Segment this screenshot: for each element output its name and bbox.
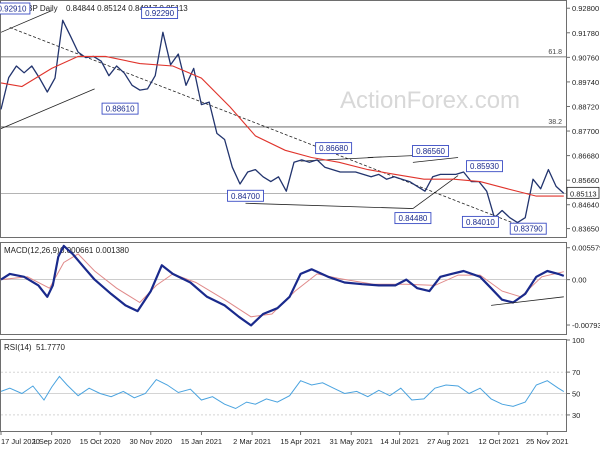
axis-layer: 0.92800 0.91780 0.90760 0.89740 0.88720 0.877… — [0, 4, 600, 446]
rsi-y-tick-label: 50 — [572, 390, 580, 399]
price-close-line — [0, 19, 565, 224]
price-trendline — [412, 157, 459, 163]
price-label-text: 0.92910 — [0, 5, 27, 14]
watermark: ActionForex.com — [340, 87, 520, 114]
sma-line — [0, 55, 564, 197]
price-label-text: 0.92290 — [145, 9, 174, 18]
price-label-box — [227, 189, 264, 202]
price-label-box — [394, 212, 432, 225]
price-trendline — [0, 10, 52, 33]
price-label-box — [509, 222, 547, 235]
price-label-text: 0.88610 — [106, 105, 135, 114]
rsi-pane-frame — [0, 339, 567, 432]
x-tick-label: 15 Apr 2021 — [280, 437, 320, 446]
price-y-tick-label: 0.90760 — [572, 53, 599, 62]
last-price-tag — [566, 186, 600, 199]
price-pane-frame — [0, 0, 567, 238]
macd-trendline — [491, 296, 564, 306]
price-y-tick-label: 0.89740 — [572, 78, 599, 87]
price-y-tick-label: 0.88720 — [572, 102, 599, 111]
x-tick-label: 15 Oct 2020 — [80, 437, 121, 446]
price-y-tick-label: 0.92800 — [572, 4, 599, 13]
rsi-pane-title: RSI(14) — [4, 343, 32, 352]
rsi-header-values: 51.7770 — [36, 343, 65, 352]
rsi-line — [0, 375, 565, 410]
price-label-box — [412, 145, 449, 157]
macd-main-line — [0, 244, 565, 327]
price-y-tick-label: 0.91780 — [572, 29, 599, 38]
macd-pane-frame — [0, 242, 567, 335]
x-tick-label: 27 Aug 2021 — [427, 437, 469, 446]
price-label-box — [141, 7, 179, 19]
price-label-text: 0.84480 — [398, 214, 427, 223]
price-y-tick-label: 0.87700 — [572, 127, 599, 136]
price-label-text: 0.84010 — [466, 218, 495, 227]
rsi-y-tick-label: 100 — [572, 336, 585, 345]
x-tick-label: 31 May 2021 — [330, 437, 373, 446]
rsi-y-tick-label: 30 — [572, 411, 580, 420]
fib-level-label: 38.2 — [548, 119, 562, 126]
price-trendline — [367, 155, 413, 158]
x-tick-label: 17 Jul 2020 — [1, 437, 40, 446]
price-label-text: 0.84700 — [231, 192, 260, 201]
price-y-tick-label: 0.83650 — [572, 225, 599, 234]
price-layer: 61.8 38.2 0.92910 0.92290 0.88610 0.84700 0.86… — [0, 2, 566, 235]
price-pane-title: EURGBP Daily — [4, 4, 58, 13]
price-trendline — [9, 27, 531, 231]
x-tick-label: 25 Nov 2021 — [526, 437, 569, 446]
x-tick-label: 30 Nov 2020 — [130, 437, 173, 446]
last-price-tag-text: 0.85113 — [570, 189, 597, 198]
price-y-tick-label: 0.85660 — [572, 176, 599, 185]
x-tick-label: 14 Jul 2021 — [380, 437, 419, 446]
price-label-text: 0.83790 — [514, 225, 543, 234]
fib-level-label: 61.8 — [548, 49, 562, 56]
macd-layer — [0, 244, 566, 327]
price-trendline — [245, 202, 413, 209]
macd-header-values: 0.000661 0.001380 — [60, 246, 130, 255]
price-ohlc-header: 0.84844 0.85124 0.84817 0.85113 — [66, 4, 188, 13]
x-tick-label: 12 Oct 2021 — [478, 437, 519, 446]
rsi-y-tick-label: 70 — [572, 368, 580, 377]
rsi-layer — [0, 371, 566, 416]
price-trendline — [300, 157, 374, 162]
x-tick-label: 2 Mar 2021 — [233, 437, 271, 446]
price-trendline — [412, 175, 459, 209]
macd-y-tick-label: 0.005579 — [572, 244, 600, 253]
price-label-box — [466, 160, 503, 173]
price-label-box — [0, 2, 31, 15]
price-label-text: 0.85930 — [470, 162, 499, 171]
price-label-text: 0.86560 — [416, 147, 445, 156]
macd-pane-title: MACD(12,26,9) — [4, 246, 60, 255]
x-tick-label: 15 Jan 2021 — [181, 437, 222, 446]
macd-y-tick-label: 0.00 — [572, 276, 587, 285]
price-label-text: 0.86680 — [319, 144, 348, 153]
price-label-box — [461, 215, 499, 228]
x-tick-label: 1 Sep 2020 — [32, 437, 70, 446]
price-trendline — [0, 88, 95, 130]
price-label-box — [315, 142, 353, 155]
price-y-tick-label: 0.86680 — [572, 152, 599, 161]
macd-signal-line — [0, 253, 564, 318]
price-y-tick-label: 0.84640 — [572, 201, 599, 210]
price-label-box — [101, 102, 139, 115]
